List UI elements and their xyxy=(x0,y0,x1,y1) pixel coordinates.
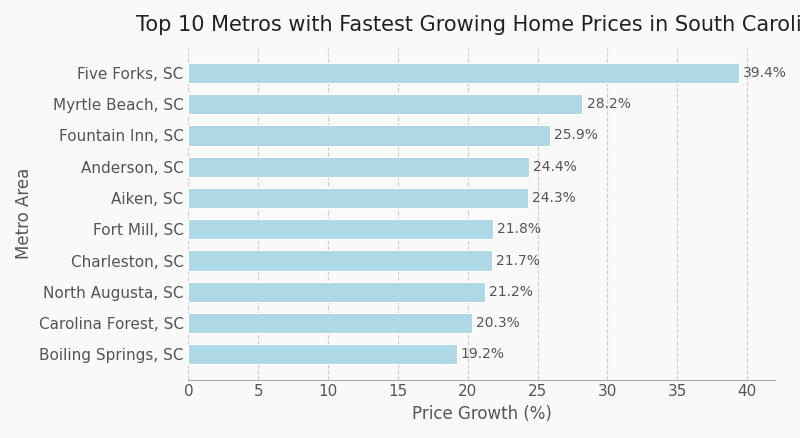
Bar xyxy=(189,282,485,302)
Text: 24.4%: 24.4% xyxy=(534,160,577,174)
Bar xyxy=(189,219,493,240)
Bar xyxy=(189,94,582,114)
Text: 21.8%: 21.8% xyxy=(497,222,541,236)
Text: 20.3%: 20.3% xyxy=(476,316,520,330)
Title: Top 10 Metros with Fastest Growing Home Prices in South Carolina: Top 10 Metros with Fastest Growing Home … xyxy=(136,15,800,35)
Y-axis label: Metro Area: Metro Area xyxy=(15,168,33,259)
X-axis label: Price Growth (%): Price Growth (%) xyxy=(412,405,552,423)
Bar xyxy=(189,63,738,83)
Text: 21.7%: 21.7% xyxy=(496,254,539,268)
Bar xyxy=(189,125,550,145)
Bar xyxy=(189,188,528,208)
Text: 28.2%: 28.2% xyxy=(586,97,630,111)
Bar xyxy=(189,344,457,364)
Bar xyxy=(189,251,491,271)
Text: 21.2%: 21.2% xyxy=(489,285,533,299)
Text: 39.4%: 39.4% xyxy=(743,66,787,80)
Bar xyxy=(189,156,530,177)
Bar xyxy=(189,313,472,333)
Text: 24.3%: 24.3% xyxy=(532,191,576,205)
Text: 25.9%: 25.9% xyxy=(554,128,598,142)
Text: 19.2%: 19.2% xyxy=(461,347,505,361)
